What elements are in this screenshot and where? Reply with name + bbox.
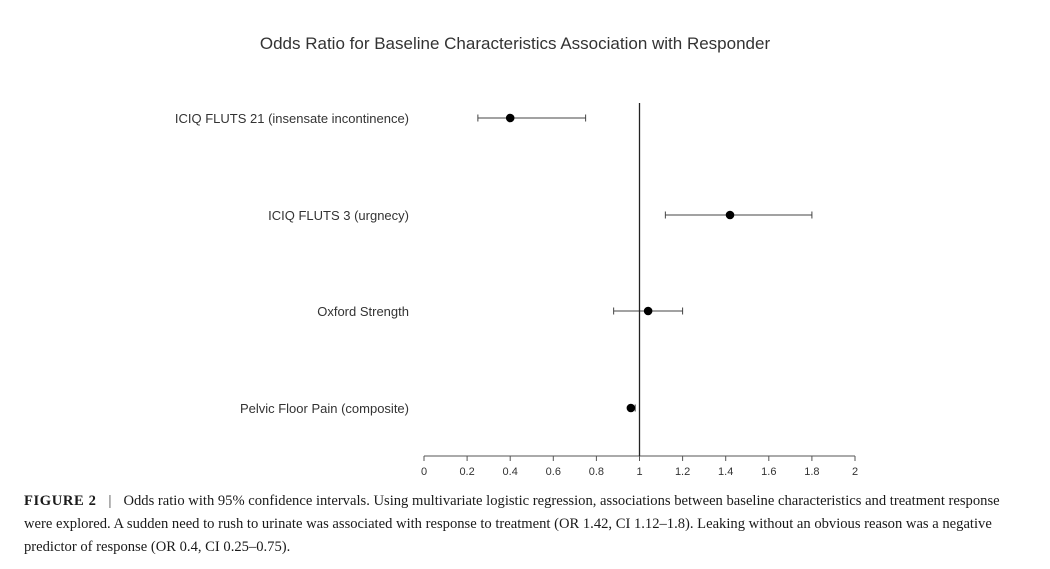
x-tick-label: 0 [421,466,427,478]
figure-label: FIGURE 2 [24,493,97,509]
x-tick-label: 0.6 [546,466,561,478]
x-tick-label: 1.6 [761,466,776,478]
forest-plot: Odds Ratio for Baseline Characteristics … [175,34,858,478]
caption-text: Odds ratio with 95% confidence intervals… [24,493,1000,555]
row-label: ICIQ FLUTS 3 (urgnecy) [268,208,409,223]
odds-ratio-point [643,306,653,316]
odds-ratio-point [626,403,636,413]
x-tick-label: 1.4 [718,466,733,478]
row-label: Oxford Strength [317,304,409,319]
x-tick-label: 0.2 [459,466,474,478]
x-tick-label: 1.2 [675,466,690,478]
caption-separator: | [108,493,112,509]
x-tick-label: 0.4 [503,466,518,478]
odds-ratio-point [505,113,515,123]
x-tick-label: 1 [636,466,642,478]
figure-caption: FIGURE 2 | Odds ratio with 95% confidence … [24,490,1024,559]
x-tick-label: 2 [852,466,858,478]
row-label: ICIQ FLUTS 21 (insensate incontinence) [175,111,409,126]
x-tick-label: 0.8 [589,466,604,478]
x-tick-label: 1.8 [804,466,819,478]
row-label: Pelvic Floor Pain (composite) [240,401,409,416]
odds-ratio-point [725,210,735,220]
chart-title: Odds Ratio for Baseline Characteristics … [260,34,771,53]
